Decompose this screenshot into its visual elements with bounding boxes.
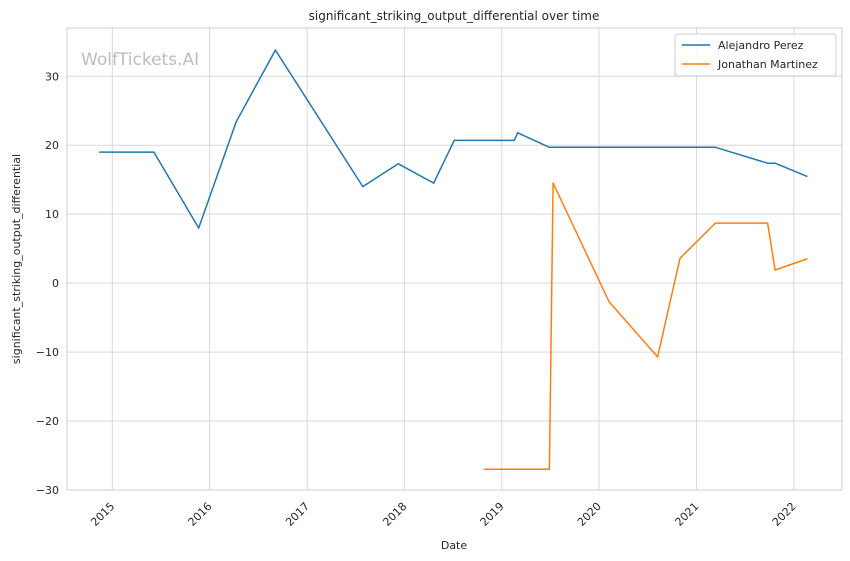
data-point-alejandro-perez xyxy=(806,175,808,178)
x-axis-label: Date xyxy=(441,539,468,552)
data-point-jonathan-martinez xyxy=(608,301,610,303)
data-point-jonathan-martinez xyxy=(656,356,659,358)
series-line-jonathan-martinez xyxy=(484,182,808,471)
data-point-jonathan-martinez xyxy=(774,269,776,271)
grid-lines xyxy=(67,28,842,491)
data-point-alejandro-perez xyxy=(397,163,400,165)
plot-frame xyxy=(66,27,843,491)
series-layer xyxy=(99,49,808,471)
data-point-jonathan-martinez xyxy=(679,257,681,260)
data-point-alejandro-perez xyxy=(513,139,515,142)
data-point-jonathan-martinez xyxy=(552,182,554,184)
data-point-alejandro-perez xyxy=(235,121,237,123)
legend-box xyxy=(674,33,837,77)
data-point-alejandro-perez xyxy=(197,227,200,229)
data-point-alejandro-perez xyxy=(153,151,155,153)
data-point-alejandro-perez xyxy=(766,162,769,164)
y-tick-label: 0 xyxy=(52,277,59,290)
data-point-jonathan-martinez xyxy=(766,222,769,224)
watermark: WolfTickets.AI xyxy=(81,50,199,70)
data-point-alejandro-perez xyxy=(99,151,101,153)
y-tick-label: −30 xyxy=(36,484,59,497)
data-point-alejandro-perez xyxy=(548,146,551,149)
series-line-alejandro-perez xyxy=(99,49,808,229)
data-point-alejandro-perez xyxy=(453,139,455,142)
y-tick-label: 30 xyxy=(45,70,59,83)
data-point-jonathan-martinez xyxy=(548,468,551,471)
legend-label-jonathan-martinez: Jonathan Martinez xyxy=(717,58,818,71)
data-point-jonathan-martinez xyxy=(483,468,485,471)
y-tick-label: −10 xyxy=(36,346,59,359)
legend-label-alejandro-perez: Alejandro Perez xyxy=(718,39,804,52)
data-point-alejandro-perez xyxy=(774,162,776,164)
y-tick-label: 20 xyxy=(45,139,59,152)
data-point-jonathan-martinez xyxy=(806,258,808,260)
data-point-alejandro-perez xyxy=(516,132,519,134)
y-tick-label: −20 xyxy=(36,415,59,428)
data-point-alejandro-perez xyxy=(432,182,435,184)
data-point-alejandro-perez xyxy=(362,185,364,188)
data-point-alejandro-perez xyxy=(714,146,717,149)
legend: Alejandro Perez Jonathan Martinez xyxy=(674,33,837,77)
y-axis-label: significant_striking_output_differential xyxy=(10,154,23,364)
chart-title: significant_striking_output_differential… xyxy=(309,9,600,23)
y-axis-ticks: −30 −20 −10 0 10 20 30 xyxy=(36,70,59,497)
y-tick-label: 10 xyxy=(45,208,59,221)
data-point-alejandro-perez xyxy=(274,49,277,51)
data-point-jonathan-martinez xyxy=(714,222,717,224)
